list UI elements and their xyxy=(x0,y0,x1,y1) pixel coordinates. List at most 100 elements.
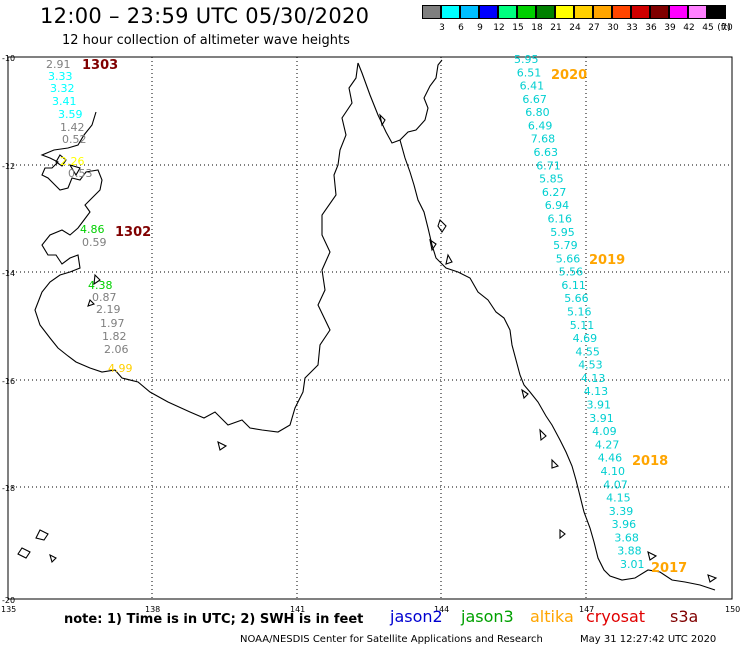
track-label: 2017 xyxy=(651,561,687,576)
swh-value: 6.16 xyxy=(548,213,573,226)
swh-value: 4.09 xyxy=(592,425,617,438)
track-label: 2018 xyxy=(632,454,668,469)
scale-swatch xyxy=(612,5,631,19)
lat-label: -14 xyxy=(2,269,15,278)
swh-value: 3.01 xyxy=(620,558,645,571)
scale-unit: (ft) xyxy=(717,23,731,33)
swh-value: 6.11 xyxy=(561,279,586,292)
lat-label: -12 xyxy=(2,162,15,171)
track-label: 1302 xyxy=(115,225,151,240)
map-subtitle: 12 hour collection of altimeter wave hei… xyxy=(62,33,350,48)
swh-value: 4.46 xyxy=(598,452,623,465)
lon-label: 141 xyxy=(290,605,305,614)
swh-value: 6.51 xyxy=(517,66,542,79)
legend-entry: jason2 xyxy=(390,607,443,626)
lon-label: 147 xyxy=(579,605,594,614)
scale-label: 27 xyxy=(588,23,600,33)
track-labels: 1303 1302 2020 2019 2018 2017 xyxy=(82,58,687,576)
lon-label: 138 xyxy=(145,605,160,614)
swh-value: 3.32 xyxy=(50,82,75,95)
scale-swatch xyxy=(650,5,669,19)
scale-swatch xyxy=(669,5,688,19)
swh-value: 4.38 xyxy=(88,279,113,292)
swh-value: 2.91 xyxy=(46,58,71,71)
swh-value: 5.66 xyxy=(556,252,581,265)
scale-swatch xyxy=(536,5,555,19)
scale-label: 24 xyxy=(569,23,581,33)
swh-value: 3.96 xyxy=(612,518,637,531)
lat-label: -10 xyxy=(2,54,15,63)
map-title: 12:00 – 23:59 UTC 05/30/2020 xyxy=(40,4,370,28)
scale-label: 18 xyxy=(531,23,543,33)
swh-value: 6.71 xyxy=(536,159,561,172)
swh-value: 3.68 xyxy=(614,531,639,544)
track-west-south: 4.860.59 4.380.872.191.971.822.06 4.99 xyxy=(80,223,133,375)
swh-value: 5.85 xyxy=(539,173,564,186)
scale-label: 6 xyxy=(458,23,464,33)
scale-label: 9 xyxy=(477,23,483,33)
lon-label: 150 xyxy=(725,605,740,614)
swh-value: 4.99 xyxy=(108,362,133,375)
swh-value: 1.82 xyxy=(102,330,127,343)
swh-value: 4.15 xyxy=(606,492,631,505)
swh-value: 6.63 xyxy=(534,146,559,159)
map-frame xyxy=(7,56,733,600)
scale-swatch xyxy=(574,5,593,19)
lon-label: 135 xyxy=(1,605,16,614)
swh-value: 7.68 xyxy=(531,133,556,146)
swh-value: 6.49 xyxy=(528,119,553,132)
lat-label: -16 xyxy=(2,377,15,386)
credit-line: NOAA/NESDIS Center for Satellite Applica… xyxy=(240,634,543,645)
swh-value: 4.13 xyxy=(584,385,609,398)
scale-label: 3 xyxy=(439,23,445,33)
legend-entry: s3a xyxy=(670,607,699,626)
legend-entry: cryosat xyxy=(586,607,646,626)
swh-value: 0.59 xyxy=(82,236,107,249)
scale-label: 30 xyxy=(607,23,619,33)
swh-value: 3.91 xyxy=(589,412,614,425)
swh-value: 4.13 xyxy=(581,372,606,385)
swh-value: 6.27 xyxy=(542,186,567,199)
scale-swatch xyxy=(498,5,517,19)
swh-value: 4.53 xyxy=(578,359,603,372)
scale-swatch xyxy=(593,5,612,19)
generation-timestamp: May 31 12:27:42 UTC 2020 xyxy=(580,634,717,645)
swh-value: 6.41 xyxy=(520,80,545,93)
swh-value: 1.97 xyxy=(100,317,125,330)
scale-label: 33 xyxy=(626,23,638,33)
swh-value: 2.06 xyxy=(104,343,129,356)
track-label: 1303 xyxy=(82,58,118,73)
swh-value: 4.07 xyxy=(603,478,628,491)
scale-label: 70 xyxy=(721,23,733,33)
swh-value: 0.87 xyxy=(92,291,117,304)
scale-label: 12 xyxy=(493,23,505,33)
swh-value: 2.19 xyxy=(96,303,121,316)
swh-value: 3.39 xyxy=(609,505,634,518)
scale-swatch xyxy=(441,5,460,19)
swh-value: 5.95 xyxy=(550,226,575,239)
scale-swatch xyxy=(517,5,536,19)
swh-value: 4.27 xyxy=(595,438,620,451)
scale-swatch xyxy=(707,5,726,19)
track-west-north: 2.913.333.323.413.591.420.52 2.260.53 xyxy=(46,58,93,180)
swh-value: 4.86 xyxy=(80,223,105,236)
swh-value: 3.41 xyxy=(52,95,77,108)
swh-value: 2.26 xyxy=(60,155,85,168)
swh-value: 5.95 xyxy=(514,53,539,66)
swh-value: 6.94 xyxy=(545,199,570,212)
swh-value: 5.11 xyxy=(570,319,595,332)
swh-value: 5.16 xyxy=(567,306,592,319)
scale-swatch xyxy=(479,5,498,19)
swh-value: 5.66 xyxy=(564,292,589,305)
scale-label: 45 xyxy=(702,23,714,33)
legend-entry: altika xyxy=(530,607,574,626)
swh-value: 3.59 xyxy=(58,108,83,121)
swh-value: 0.52 xyxy=(62,133,87,146)
scale-label: 21 xyxy=(550,23,562,33)
footnote: note: 1) Time is in UTC; 2) SWH is in fe… xyxy=(64,612,364,627)
swh-value: 5.79 xyxy=(553,239,578,252)
scale-swatch xyxy=(422,5,441,19)
lon-label: 144 xyxy=(434,605,449,614)
